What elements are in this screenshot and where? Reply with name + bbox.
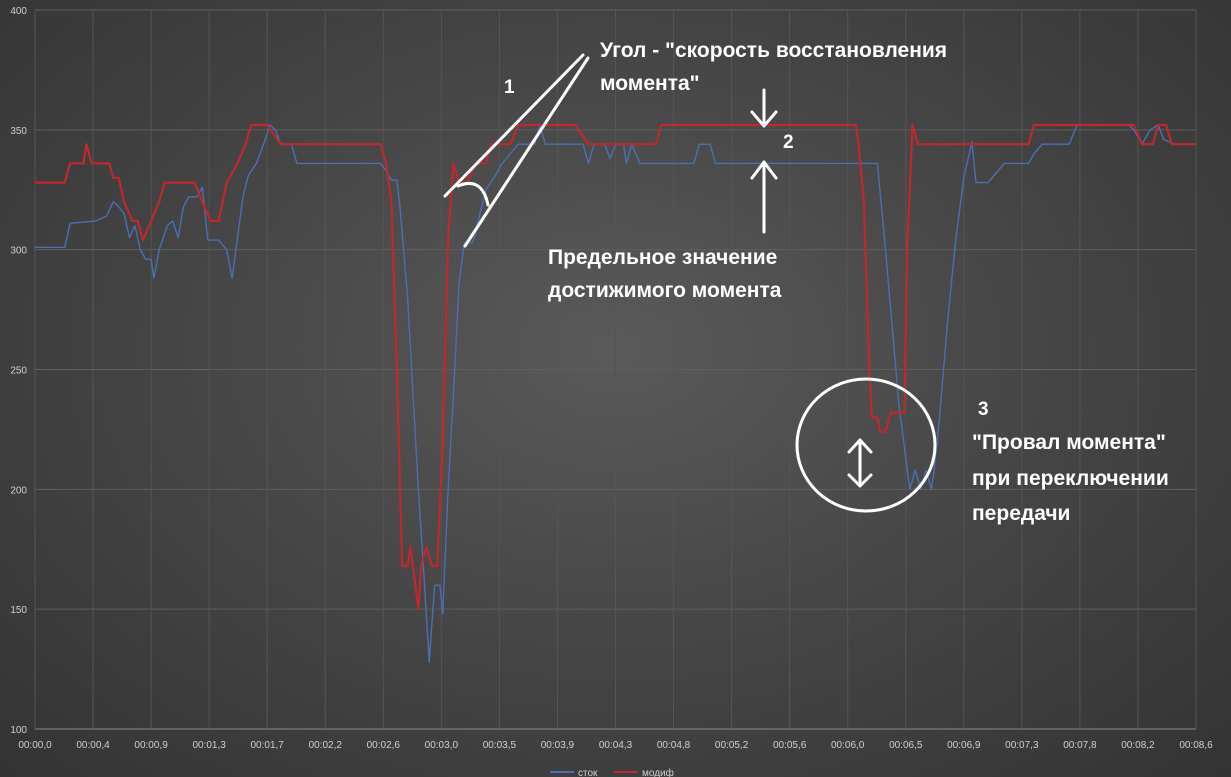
grid-lines [34,9,1197,730]
y-tick-label: 350 [10,126,27,137]
series-layer [35,123,1196,663]
x-tick-label: 00:07,8 [1063,740,1097,751]
series-line-modified [35,123,1196,611]
x-tick-label: 00:03,9 [541,740,575,751]
x-tick-label: 00:07,3 [1005,740,1039,751]
x-axis-ticks: 00:00,0 00:00,4 00:00,9 00:01,3 00:01,7 00:02… [18,740,1213,751]
series-line-stock [35,124,1196,663]
x-tick-label: 00:00,0 [18,740,52,751]
x-tick-label: 00:06,5 [889,740,923,751]
label-1: 1 [504,77,515,98]
label-2: 2 [783,132,794,153]
x-tick-label: 00:00,4 [76,740,110,751]
y-tick-label: 150 [10,605,27,616]
y-tick-label: 400 [10,6,27,17]
label-3: 3 [978,399,989,420]
limit-text-line1: Предельное значение [548,246,777,269]
y-tick-label: 100 [10,725,27,736]
x-tick-label: 00:06,0 [831,740,865,751]
x-tick-label: 00:06,9 [947,740,981,751]
limit-text-line2: достижимого момента [548,279,782,302]
dip-ellipse [795,377,937,513]
x-tick-label: 00:08,6 [1179,740,1213,751]
angle-line-upper [443,53,585,198]
x-tick-label: 00:03,5 [483,740,517,751]
x-tick-label: 00:02,6 [367,740,401,751]
annotation-drawings [443,53,937,513]
dip-text-line2: при переключении [972,467,1169,490]
x-tick-label: 00:02,2 [309,740,343,751]
legend: сток модиф [550,767,674,777]
x-tick-label: 00:08,2 [1121,740,1155,751]
angle-arc [456,181,490,207]
angle-text-line1: Угол - "скорость восстановления [600,39,947,62]
x-tick-label: 00:04,8 [657,740,691,751]
dip-text-line1: "Провал момента" [972,431,1166,454]
limit-arrow-top [750,88,778,128]
x-tick-label: 00:05,2 [715,740,749,751]
y-tick-label: 300 [10,246,27,257]
annotation-texts: 1 Угол - "скорость восстановления момент… [504,39,1169,525]
x-tick-label: 00:05,6 [773,740,807,751]
legend-label: модиф [642,767,674,777]
y-tick-label: 250 [10,366,27,377]
x-tick-label: 00:00,9 [134,740,168,751]
dip-double-arrow [847,438,873,488]
x-tick-label: 00:03,0 [425,740,459,751]
x-tick-label: 00:04,3 [599,740,633,751]
angle-line-lower [463,56,590,248]
legend-label: сток [578,768,598,777]
limit-arrow-bottom [750,160,778,234]
y-axis-ticks: 100 150 200 250 300 350 400 [10,6,27,736]
y-tick-label: 200 [10,485,27,496]
dip-text-line3: передачи [972,502,1070,525]
angle-text-line2: момента" [600,72,700,95]
x-tick-label: 00:01,3 [192,740,226,751]
x-tick-label: 00:01,7 [251,740,285,751]
